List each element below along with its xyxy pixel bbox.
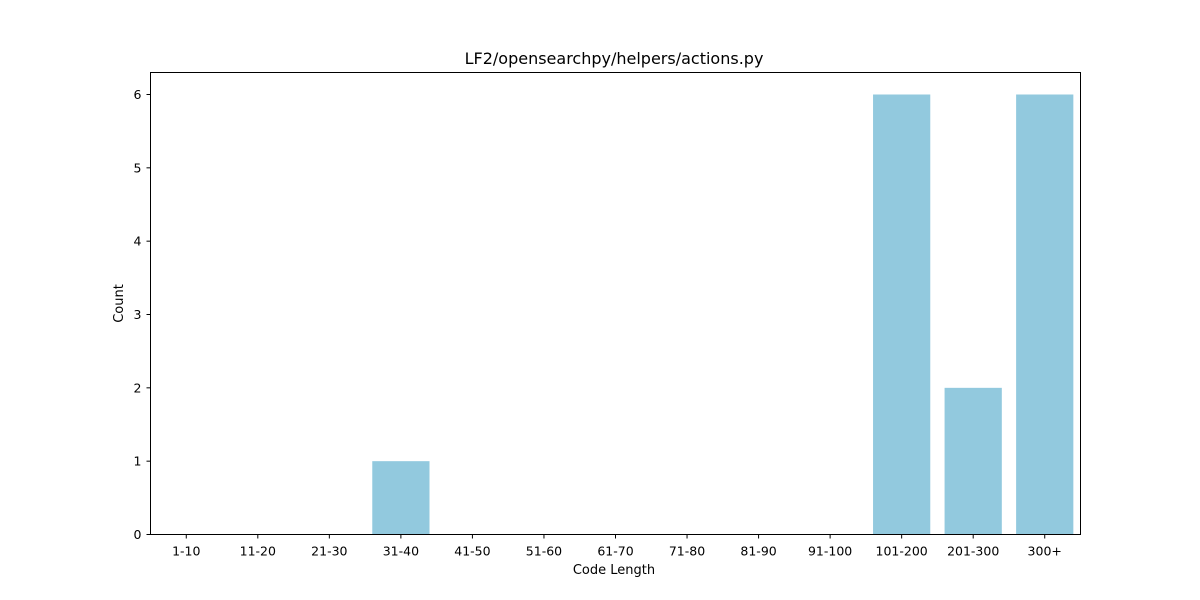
x-tick-label: 91-100 <box>808 544 852 559</box>
y-tick-label: 3 <box>134 307 142 322</box>
plot-frame <box>150 72 1081 535</box>
x-axis-label: Code Length <box>573 563 655 578</box>
bar-201-300 <box>944 387 1002 535</box>
y-tick-label: 1 <box>134 454 142 469</box>
y-tick-label: 0 <box>134 527 142 542</box>
x-tick-label: 21-30 <box>311 544 347 559</box>
chart-title: LF2/opensearchpy/helpers/actions.py <box>465 49 764 68</box>
y-tick-label: 5 <box>134 160 142 175</box>
y-tick-label: 2 <box>134 380 142 395</box>
x-tick-label: 71-80 <box>669 544 705 559</box>
x-tick-label: 300+ <box>1028 544 1062 559</box>
x-tick-label: 61-70 <box>597 544 633 559</box>
y-ticks-group: 0 1 2 3 4 5 6 <box>134 87 151 542</box>
y-tick-label: 6 <box>134 87 142 102</box>
x-tick-label: 81-90 <box>740 544 776 559</box>
x-tick-label: 11-20 <box>240 544 276 559</box>
bar-101-200 <box>873 94 931 535</box>
x-tick-label: 31-40 <box>383 544 419 559</box>
y-tick-label: 4 <box>134 234 142 249</box>
bars-group <box>372 94 1074 535</box>
x-tick-label: 201-300 <box>947 544 999 559</box>
x-tick-label: 101-200 <box>876 544 928 559</box>
y-axis-label: Count <box>112 284 127 323</box>
x-tick-label: 51-60 <box>526 544 562 559</box>
bar-31-40 <box>372 461 430 535</box>
bar-300+ <box>1016 94 1074 535</box>
x-tick-label: 1-10 <box>172 544 200 559</box>
x-tick-label: 41-50 <box>454 544 490 559</box>
x-ticks-group: 1-10 11-20 21-30 31-40 41-50 51-60 61-70 71-80 8… <box>172 534 1062 559</box>
